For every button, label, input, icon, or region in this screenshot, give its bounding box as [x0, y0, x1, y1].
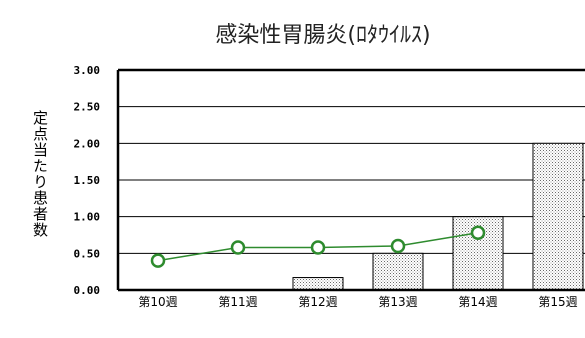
grid-lines: [118, 106, 585, 254]
y-tick-label: 2.00: [74, 137, 101, 150]
bar: [372, 252, 424, 291]
line-point: [230, 240, 246, 255]
x-tick-label: 第10週: [138, 295, 177, 309]
chart-title: 感染性胃腸炎(ﾛﾀｳｲﾙｽ): [215, 23, 430, 48]
x-tick-label: 第11週: [218, 295, 257, 309]
y-tick-label: 2.50: [74, 101, 101, 114]
plot-frame: [116, 68, 585, 292]
y-tick-label: 0.50: [74, 247, 101, 260]
y-tick-labels: 3.00 2.50 2.00 1.50 1.00 0.50 0.00: [74, 64, 101, 297]
x-tick-labels: 第10週 第11週 第12週 第13週 第14週 第15週: [138, 295, 577, 309]
y-tick-label: 1.50: [74, 174, 101, 187]
bar: [292, 277, 344, 291]
x-tick-label: 第14週: [458, 295, 497, 309]
line-point: [390, 238, 406, 254]
line-series: [150, 225, 486, 268]
line-point: [310, 240, 326, 255]
y-tick-label: 3.00: [74, 64, 101, 77]
bar: [532, 142, 584, 291]
x-tick-label: 第15週: [538, 295, 577, 309]
y-axis-label: 定点当たり患者数: [31, 110, 49, 238]
y-tick-label: 1.00: [74, 211, 101, 224]
line-point: [150, 253, 166, 268]
line-point: [470, 225, 486, 241]
y-tick-label: 0.00: [74, 284, 101, 297]
x-tick-label: 第12週: [298, 295, 337, 309]
x-tick-label: 第13週: [378, 295, 417, 309]
